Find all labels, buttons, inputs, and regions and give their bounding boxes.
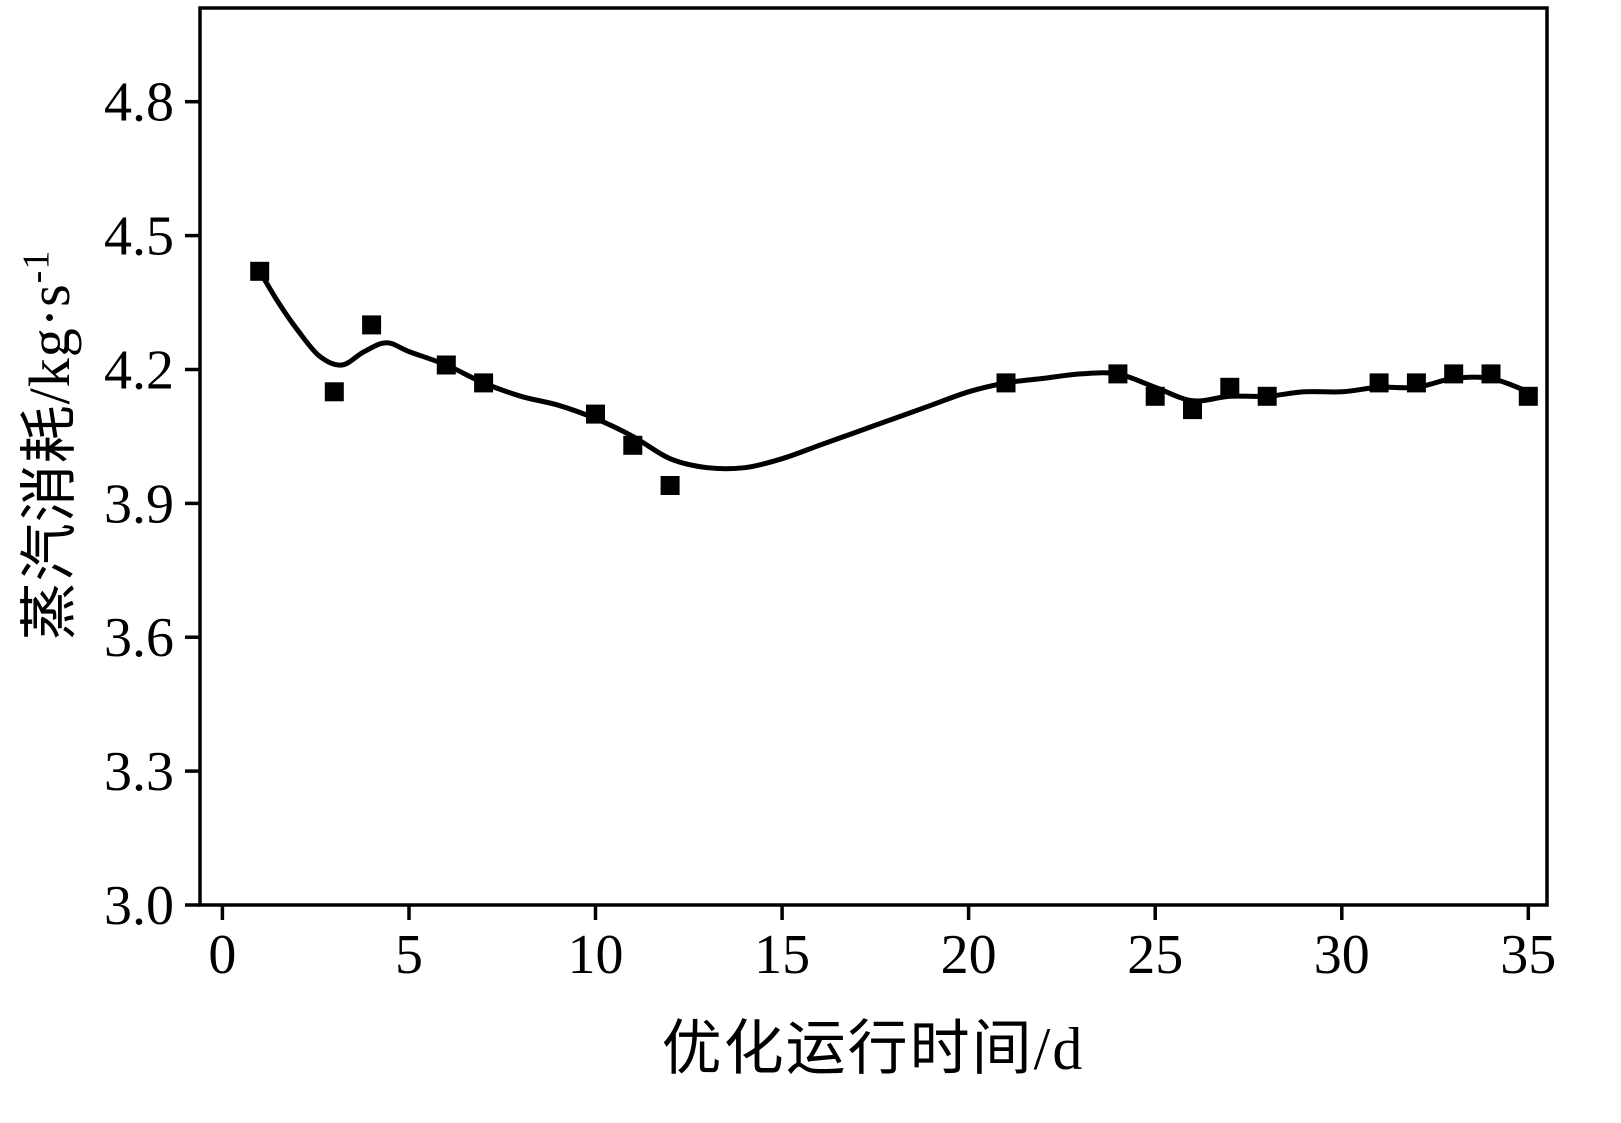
x-tick-label: 35 bbox=[1500, 924, 1556, 986]
data-point-marker bbox=[586, 404, 605, 424]
data-point-marker bbox=[250, 261, 270, 281]
data-point-marker bbox=[1444, 364, 1464, 384]
data-point-marker bbox=[660, 476, 680, 495]
y-axis-label: 蒸汽消耗/kg·s-1 bbox=[2, 250, 86, 641]
data-point-marker bbox=[474, 373, 494, 393]
data-point-marker bbox=[1108, 364, 1128, 384]
data-point-marker bbox=[436, 355, 456, 375]
y-tick-label: 4.8 bbox=[104, 72, 174, 134]
data-point-marker bbox=[324, 382, 344, 402]
y-axis-label-text: 蒸汽消耗/kg·s bbox=[17, 283, 82, 641]
y-tick-label: 4.2 bbox=[104, 340, 174, 402]
y-tick-label: 3.3 bbox=[104, 741, 174, 803]
x-tick-label: 30 bbox=[1314, 924, 1370, 986]
x-tick-label: 10 bbox=[568, 924, 624, 986]
x-tick-label: 0 bbox=[208, 924, 236, 986]
x-tick-label: 15 bbox=[754, 924, 810, 986]
data-point-marker bbox=[1183, 400, 1202, 420]
plot-frame bbox=[198, 6, 1549, 907]
x-tick-label: 25 bbox=[1127, 924, 1183, 986]
y-tick-label: 3.9 bbox=[104, 473, 174, 535]
y-tick-label: 3.6 bbox=[104, 607, 174, 669]
data-point-marker bbox=[1145, 386, 1165, 406]
data-point-marker bbox=[1220, 377, 1240, 397]
data-point-marker bbox=[362, 315, 382, 335]
x-tick-label: 20 bbox=[941, 924, 997, 986]
data-point-marker bbox=[623, 435, 643, 455]
data-point-marker bbox=[996, 373, 1016, 393]
y-axis-label-superscript: -1 bbox=[15, 249, 58, 284]
data-point-marker bbox=[1481, 364, 1501, 384]
data-point-marker bbox=[1406, 373, 1426, 393]
data-point-marker bbox=[1518, 386, 1538, 406]
y-tick-label: 3.0 bbox=[104, 875, 174, 937]
data-point-marker bbox=[1369, 373, 1389, 393]
data-point-marker bbox=[1257, 386, 1277, 406]
y-tick-label: 4.5 bbox=[104, 206, 174, 268]
x-axis-label: 优化运行时间/d bbox=[661, 1016, 1085, 1082]
x-tick-label: 5 bbox=[395, 924, 423, 986]
fit-curve bbox=[257, 268, 1531, 472]
